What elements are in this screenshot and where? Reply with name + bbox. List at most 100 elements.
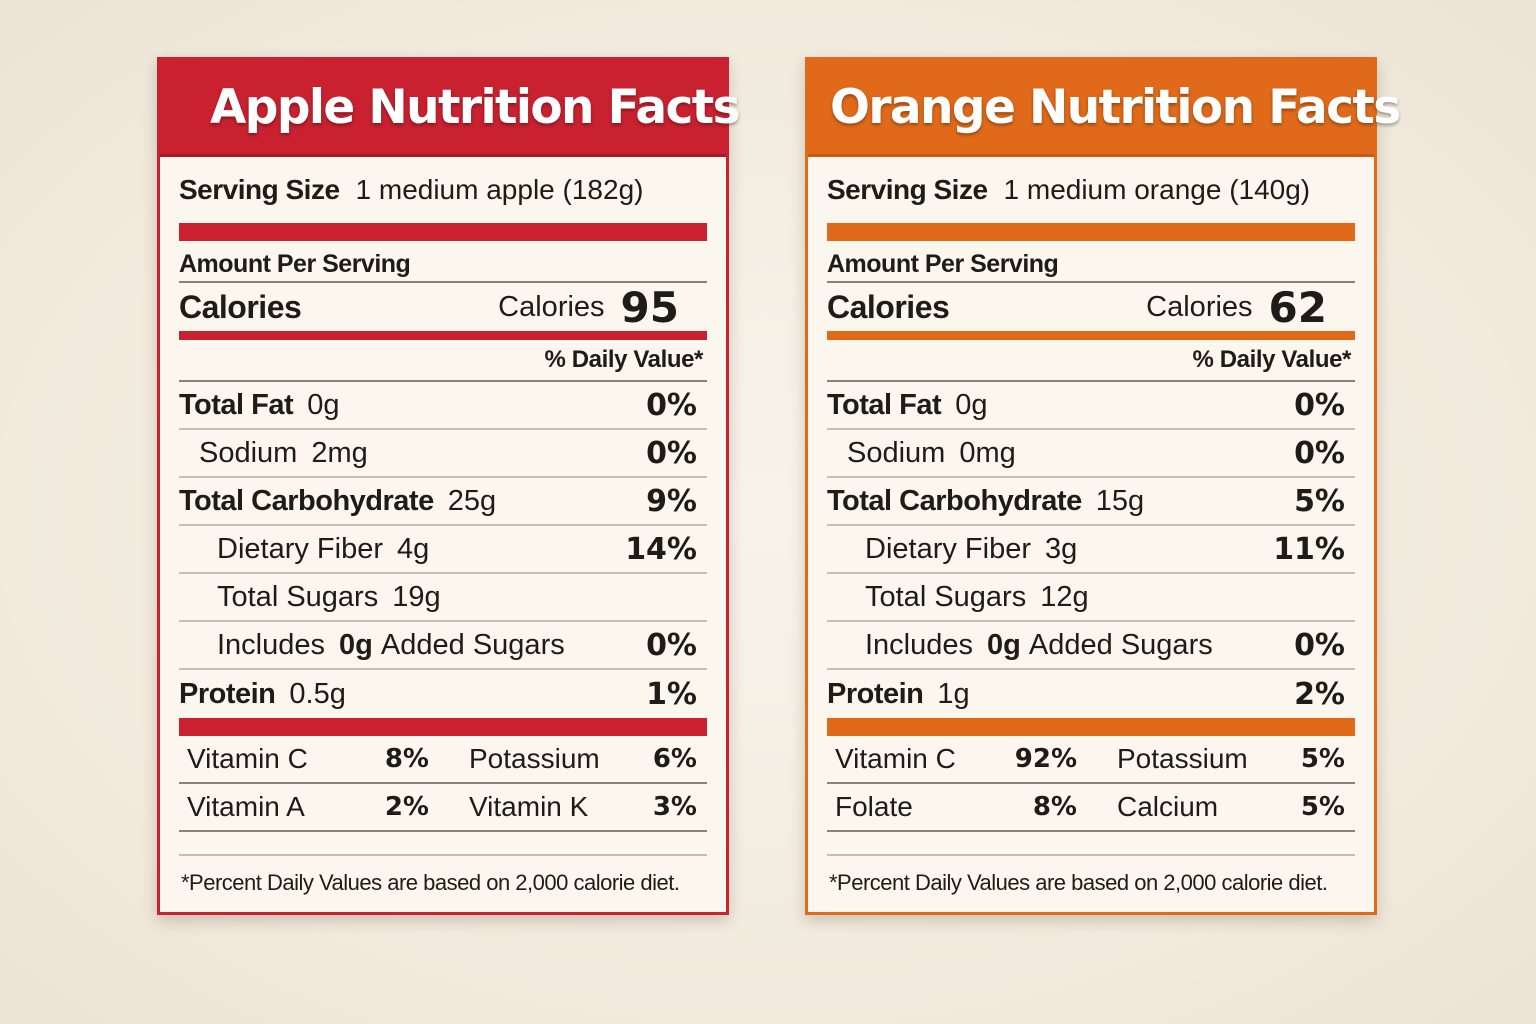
vitamin-percent: 5% xyxy=(1300,792,1345,822)
divider-bar xyxy=(827,718,1355,736)
vitamin-percent: 8% xyxy=(384,744,429,774)
label-title-bar: Orange Nutrition Facts xyxy=(808,60,1401,157)
nutrient-percent: 11% xyxy=(1273,531,1345,567)
calories-value: 62 xyxy=(1268,282,1327,332)
nutrient-name: Sodium xyxy=(199,436,298,469)
divider-line xyxy=(827,854,1355,856)
divider-bar xyxy=(827,223,1355,241)
nutrient-row-sodium: Sodium 2mg 0% xyxy=(179,430,707,478)
serving-size-label: Serving Size xyxy=(179,174,340,205)
nutrient-percent: 0% xyxy=(1294,627,1345,663)
serving-size-value: 1 medium apple (182g) xyxy=(355,174,644,205)
nutrient-row-total-fat: Total Fat 0g 0% xyxy=(827,382,1355,430)
nutrient-row-total-carbohydrate: Total Carbohydrate 15g 5% xyxy=(827,478,1355,526)
nutrient-name: Dietary Fiber xyxy=(217,532,383,565)
nutrient-name: Total Fat xyxy=(179,388,294,421)
vitamin-row: Vitamin C 8% Potassium 6% xyxy=(179,736,707,784)
vitamin-name: Vitamin K xyxy=(469,791,589,822)
vitamin-percent: 92% xyxy=(1014,744,1077,774)
vitamin-row: Vitamin A 2% Vitamin K 3% xyxy=(179,784,707,832)
label-title-bar: Apple Nutrition Facts xyxy=(160,60,741,157)
nutrient-amount: 2mg xyxy=(311,436,368,469)
vitamin-percent: 5% xyxy=(1300,744,1345,774)
nutrient-amount: 0g xyxy=(339,628,373,661)
nutrient-amount: 4g xyxy=(397,532,430,565)
vitamin-name: Vitamin A xyxy=(187,791,305,822)
vitamin-name: Folate xyxy=(835,791,913,822)
nutrient-name: Includes xyxy=(217,628,326,661)
nutrient-amount: 0g xyxy=(955,388,988,421)
nutrient-row-total-carbohydrate: Total Carbohydrate 25g 9% xyxy=(179,478,707,526)
nutrient-percent: 5% xyxy=(1294,483,1345,519)
nutrient-percent: 0% xyxy=(646,387,697,423)
nutrient-percent: 0% xyxy=(1294,387,1345,423)
calories-row: Calories Calories 62 xyxy=(827,282,1355,332)
vitamin-percent: 6% xyxy=(652,744,697,774)
nutrient-row-added-sugars: Includes 0g Added Sugars 0% xyxy=(827,622,1355,670)
nutrient-row-total-fat: Total Fat 0g 0% xyxy=(179,382,707,430)
nutrient-row-total-sugars: Total Sugars 12g xyxy=(827,574,1355,622)
serving-size-value: 1 medium orange (140g) xyxy=(1003,174,1311,205)
amount-per-serving: Amount Per Serving xyxy=(827,241,1355,283)
label-title: Apple Nutrition Facts xyxy=(210,79,741,135)
nutrient-name: Total Sugars xyxy=(217,580,379,613)
nutrient-percent: 2% xyxy=(1294,676,1345,712)
nutrient-percent: 1% xyxy=(646,676,697,712)
nutrient-percent: 0% xyxy=(1294,435,1345,471)
nutrient-suffix: Added Sugars xyxy=(1028,628,1213,661)
nutrient-row-dietary-fiber: Dietary Fiber 3g 11% xyxy=(827,526,1355,574)
calories-word: Calories xyxy=(1146,290,1253,323)
nutrient-amount: 0mg xyxy=(959,436,1016,469)
serving-size-row: Serving Size 1 medium orange (140g) xyxy=(827,157,1355,223)
apple-nutrition-label: Apple Nutrition Facts Serving Size 1 med… xyxy=(157,57,741,915)
serving-size-row: Serving Size 1 medium apple (182g) xyxy=(179,157,707,223)
nutrient-name: Protein xyxy=(827,677,924,710)
nutrient-name: Includes xyxy=(865,628,974,661)
nutrient-name: Total Fat xyxy=(827,388,942,421)
vitamin-name: Potassium xyxy=(1117,743,1248,774)
daily-value-header: % Daily Value* xyxy=(827,340,1355,382)
nutrient-name: Dietary Fiber xyxy=(865,532,1031,565)
vitamin-percent: 8% xyxy=(1032,792,1077,822)
nutrient-row-total-sugars: Total Sugars 19g xyxy=(179,574,707,622)
nutrient-name: Total Sugars xyxy=(865,580,1027,613)
nutrient-percent: 9% xyxy=(646,483,697,519)
serving-size-label: Serving Size xyxy=(827,174,988,205)
label-title: Orange Nutrition Facts xyxy=(830,79,1401,135)
vitamin-row: Vitamin C 92% Potassium 5% xyxy=(827,736,1355,784)
divider-line xyxy=(179,854,707,856)
amount-per-serving: Amount Per Serving xyxy=(179,241,707,283)
footnote: *Percent Daily Values are based on 2,000… xyxy=(829,870,1328,895)
nutrient-amount: 25g xyxy=(447,484,497,517)
orange-nutrition-label: Orange Nutrition Facts Serving Size 1 me… xyxy=(805,57,1401,915)
nutrient-amount: 12g xyxy=(1040,580,1089,613)
nutrient-amount: 0g xyxy=(987,628,1021,661)
nutrient-percent: 14% xyxy=(625,531,697,567)
vitamin-percent: 3% xyxy=(652,792,697,822)
nutrient-name: Total Carbohydrate xyxy=(827,484,1082,517)
nutrient-name: Sodium xyxy=(847,436,946,469)
nutrient-row-added-sugars: Includes 0g Added Sugars 0% xyxy=(179,622,707,670)
nutrient-amount: 1g xyxy=(937,677,970,710)
divider-bar xyxy=(179,223,707,241)
calories-word: Calories xyxy=(498,290,605,323)
divider-bar xyxy=(827,331,1355,340)
vitamin-name: Calcium xyxy=(1117,791,1219,822)
nutrient-name: Protein xyxy=(179,677,276,710)
nutrient-amount: 19g xyxy=(392,580,441,613)
daily-value-header: % Daily Value* xyxy=(179,340,707,382)
calories-value: 95 xyxy=(620,282,679,332)
vitamin-row: Folate 8% Calcium 5% xyxy=(827,784,1355,832)
vitamin-name: Vitamin C xyxy=(835,743,956,774)
vitamin-name: Potassium xyxy=(469,743,600,774)
nutrient-row-dietary-fiber: Dietary Fiber 4g 14% xyxy=(179,526,707,574)
nutrient-row-sodium: Sodium 0mg 0% xyxy=(827,430,1355,478)
nutrient-amount: 0.5g xyxy=(289,677,346,710)
nutrient-percent: 0% xyxy=(646,627,697,663)
nutrient-row-protein: Protein 0.5g 1% xyxy=(179,670,707,718)
nutrient-amount: 0g xyxy=(307,388,340,421)
vitamin-name: Vitamin C xyxy=(187,743,308,774)
footnote: *Percent Daily Values are based on 2,000… xyxy=(181,870,680,895)
vitamin-percent: 2% xyxy=(384,792,429,822)
nutrient-row-protein: Protein 1g 2% xyxy=(827,670,1355,718)
